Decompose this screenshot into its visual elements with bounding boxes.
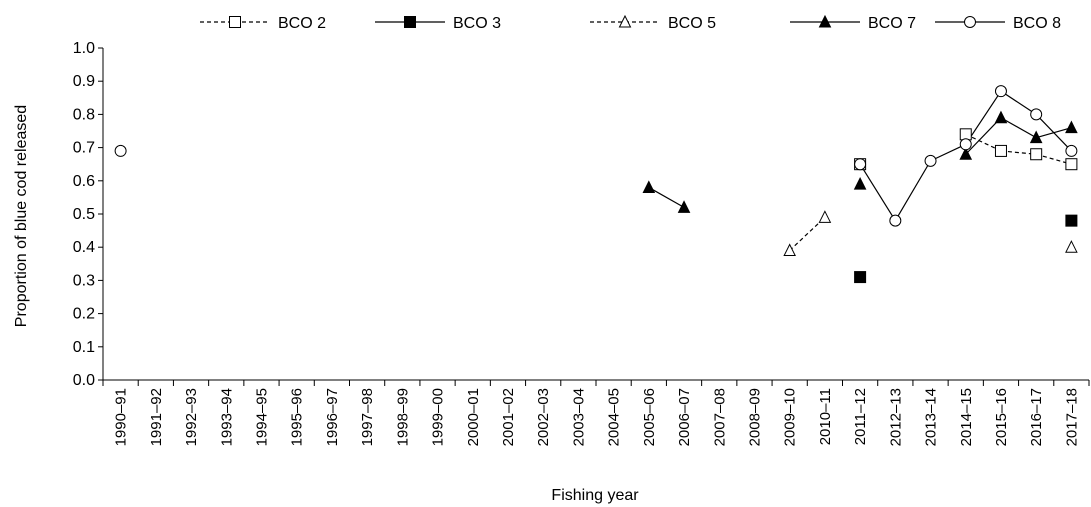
axes: 0.0 0.1 0.2 0.3 0.4 0.5 0.6 0.7 0.8 0.9 1.0 1990–91…	[73, 40, 1090, 446]
x-tick-label: 1992–93	[183, 388, 200, 446]
series-line-bco-8	[1000, 90, 1037, 115]
x-tick-label: 2000–01	[465, 388, 482, 446]
data-point-bco-2	[994, 144, 1007, 157]
legend-label: BCO 8	[1013, 15, 1061, 32]
y-tick-label: 0.3	[73, 272, 95, 289]
y-axis-title: Proportion of blue cod released	[13, 105, 30, 327]
x-tick-label: 1990–91	[113, 388, 130, 446]
x-tick-label: 2002–03	[535, 388, 552, 446]
data-point-bco-7	[853, 177, 867, 190]
x-tick-label: 1994–95	[253, 388, 270, 446]
series-line-bco-8	[930, 143, 967, 162]
x-tick-label: 1998–99	[394, 388, 411, 446]
series-line-bco-7	[1000, 117, 1037, 139]
legend-item-bco-5: BCO 5	[590, 14, 716, 32]
data-point-bco-7	[994, 110, 1008, 124]
legend-marker	[618, 14, 632, 28]
x-tick-label: 2014–15	[958, 388, 975, 446]
series-line-bco-8	[859, 163, 896, 221]
x-tick-label: 2013–14	[923, 388, 940, 446]
x-tick-label: 1996–97	[324, 388, 341, 446]
legend-marker	[964, 16, 976, 28]
data-point-bco-5	[818, 210, 832, 223]
data-point-bco-7	[1029, 130, 1043, 144]
data-point-bco-7	[1065, 120, 1078, 134]
legend-label: BCO 2	[278, 15, 326, 32]
series-line-bco-5	[789, 216, 826, 251]
legend-marker	[404, 16, 416, 28]
data-point-bco-3	[854, 271, 867, 284]
data-point-bco-7	[959, 147, 973, 160]
data-point-bco-8	[994, 85, 1007, 98]
data-point-bco-8	[1065, 144, 1078, 157]
y-tick-label: 0.4	[73, 239, 95, 256]
legend-label: BCO 3	[453, 15, 501, 32]
plot-area	[114, 85, 1078, 284]
data-point-bco-5	[1065, 240, 1078, 253]
x-tick-label: 2016–17	[1028, 388, 1045, 446]
data-point-bco-3	[1065, 214, 1078, 227]
series-line-bco-8	[894, 160, 932, 221]
x-axis-title: Fishing year	[551, 487, 639, 504]
series-line-bco-7	[648, 186, 685, 208]
y-tick-label: 0.2	[73, 306, 95, 323]
x-tick-label: 2011–12	[852, 388, 869, 445]
x-tick-label: 2010–11	[817, 388, 834, 445]
x-tick-label: 2004–05	[606, 388, 623, 446]
legend-label: BCO 5	[668, 15, 716, 32]
legend-item-bco-8: BCO 8	[935, 15, 1061, 32]
legend-marker	[229, 16, 241, 28]
data-point-bco-7	[642, 180, 656, 193]
series-line-bco-7	[965, 117, 1002, 155]
x-tick-label: 2009–10	[782, 388, 799, 446]
data-point-bco-2	[1030, 148, 1043, 161]
y-tick-label: 0.7	[73, 140, 95, 157]
x-tick-label: 1991–92	[148, 388, 165, 446]
x-tick-label: 1997–98	[359, 388, 376, 446]
x-tick-label: 2012–13	[887, 388, 904, 446]
legend-item-bco-3: BCO 3	[375, 15, 501, 32]
y-tick-label: 0.9	[73, 73, 95, 90]
x-tick-label: 2017–18	[1063, 388, 1080, 446]
x-tick-label: 2008–09	[746, 388, 763, 446]
y-tick-label: 0.5	[73, 206, 95, 223]
data-point-bco-8	[114, 144, 127, 157]
x-tick-label: 1993–94	[218, 388, 235, 446]
x-tick-label: 2005–06	[641, 388, 658, 446]
data-point-bco-7	[677, 200, 691, 213]
y-tick-label: 0.1	[73, 339, 95, 356]
series-line-bco-8	[1035, 113, 1072, 152]
y-tick-label: 1.0	[73, 40, 95, 57]
legend-item-bco-2: BCO 2	[200, 15, 326, 32]
x-tick-label: 2001–02	[500, 388, 517, 446]
x-tick-label: 2003–04	[570, 388, 587, 446]
data-point-bco-8	[924, 154, 937, 167]
legend-label: BCO 7	[868, 15, 916, 32]
x-tick-label: 2007–08	[711, 388, 728, 446]
x-tick-label: 1999–00	[430, 388, 447, 446]
data-point-bco-8	[1030, 108, 1043, 121]
x-tick-label: 1995–96	[289, 388, 306, 446]
legend-item-bco-7: BCO 7	[790, 14, 916, 32]
data-point-bco-8	[854, 158, 867, 171]
x-tick-label: 2015–16	[993, 388, 1010, 446]
data-point-bco-2	[1065, 158, 1078, 171]
x-tick-label: 2006–07	[676, 388, 693, 446]
data-point-bco-5	[783, 243, 796, 257]
legend-marker	[818, 14, 832, 28]
y-tick-label: 0.8	[73, 106, 95, 123]
data-point-bco-2	[959, 128, 972, 141]
y-tick-label: 0.6	[73, 173, 95, 190]
y-tick-label: 0.0	[73, 372, 95, 389]
data-point-bco-8	[889, 214, 902, 227]
legend: BCO 2 BCO 3 BCO 5 BCO 7 BCO 8	[200, 14, 1061, 32]
data-point-bco-8	[959, 138, 972, 151]
